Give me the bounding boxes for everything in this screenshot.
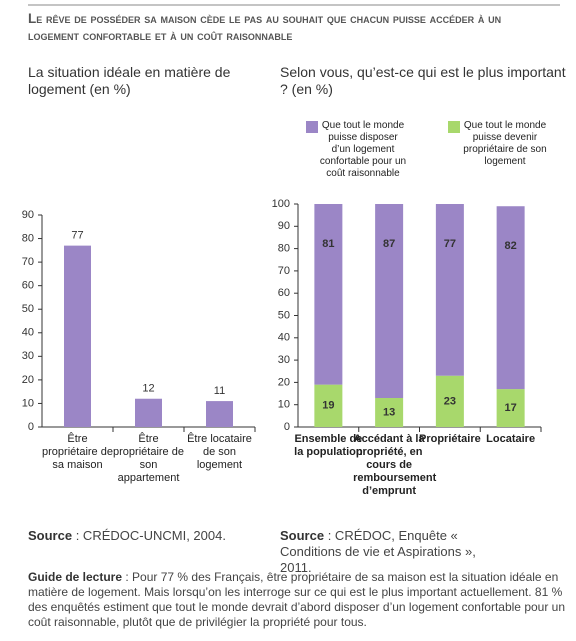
value-label: 19: [322, 400, 334, 412]
chart-title: La situation idéale en matière de logeme…: [28, 64, 231, 97]
bar: [135, 398, 162, 427]
value-label: 87: [383, 238, 395, 250]
y-tick-label: 10: [278, 399, 290, 411]
bar-segment: [496, 389, 525, 427]
bar-segment: [435, 375, 464, 427]
chart-title: Selon vous, qu’est-ce qui est le plus im…: [280, 64, 566, 97]
y-tick-label: 70: [278, 265, 290, 277]
y-tick-label: 80: [278, 243, 290, 255]
value-label: 77: [444, 238, 456, 250]
y-tick-label: 0: [28, 421, 34, 433]
value-label: 81: [322, 238, 334, 250]
legend-label: Que tout le monde puisse disposer d’un l…: [319, 120, 407, 179]
y-tick-label: 90: [22, 209, 34, 221]
y-tick-label: 20: [22, 374, 34, 386]
y-tick-label: 60: [278, 287, 290, 299]
y-tick-label: 60: [22, 280, 34, 292]
bar-segment: [314, 384, 343, 427]
heading: Le rêve de posséder sa maison cède le pa…: [28, 11, 502, 43]
x-tick-label: Être propriétaire de son appartement: [113, 433, 184, 484]
bar-segment: [496, 206, 525, 390]
legend-swatch: [306, 121, 318, 133]
source: Source : CRÉDOC-UNCMI, 2004.: [28, 528, 258, 544]
y-tick-label: 80: [22, 232, 34, 244]
guide-label: Guide de lecture: [28, 570, 123, 584]
value-label: 12: [142, 383, 154, 395]
value-label: 13: [383, 406, 395, 418]
bar-segment: [435, 204, 464, 376]
legend-label: Que tout le monde puisse devenir proprié…: [463, 120, 547, 167]
legend-swatch: [448, 121, 460, 133]
x-tick-label: Locataire: [486, 433, 536, 445]
x-tick-label: Être locataire de son logement: [187, 433, 252, 471]
source: Source : CRÉDOC, Enquête « Conditions de…: [280, 528, 480, 576]
x-tick-label: Ensemble de la population: [294, 433, 363, 458]
y-tick-label: 30: [278, 354, 290, 366]
value-label: 77: [71, 230, 83, 242]
guide-text: : Pour 77 % des Français, être propriéta…: [28, 570, 566, 629]
y-tick-label: 20: [278, 376, 290, 388]
y-tick-label: 40: [22, 327, 34, 339]
y-tick-label: 50: [278, 309, 290, 321]
reading-guide: Guide de lecture : Pour 77 % des Françai…: [28, 570, 568, 630]
x-tick-label: Être propriétaire de sa maison: [42, 433, 113, 471]
bar: [206, 401, 233, 427]
x-tick-label: Propriétaire: [419, 433, 481, 445]
y-tick-label: 70: [22, 256, 34, 268]
bar: [64, 245, 91, 427]
value-label: 82: [505, 240, 517, 252]
x-tick-label: Accédant à la propriété, en cours de rem…: [353, 433, 437, 497]
y-tick-label: 0: [284, 421, 290, 433]
y-tick-label: 90: [278, 220, 290, 232]
value-label: 11: [214, 385, 225, 397]
y-tick-label: 40: [278, 332, 290, 344]
bar-segment: [375, 204, 404, 399]
value-label: 23: [444, 395, 456, 407]
source-label: Source: [280, 528, 325, 543]
source-text: : CRÉDOC-UNCMI, 2004.: [75, 528, 226, 543]
y-tick-label: 100: [272, 198, 290, 210]
y-tick-label: 10: [22, 397, 34, 409]
bar-segment: [314, 204, 343, 385]
source-label: Source: [28, 528, 73, 543]
y-tick-label: 30: [22, 350, 34, 362]
value-label: 17: [505, 402, 517, 414]
source-text: : CRÉDOC, Enquête « Conditions de vie et…: [280, 528, 476, 575]
y-tick-label: 50: [22, 303, 34, 315]
bar-segment: [375, 398, 404, 427]
